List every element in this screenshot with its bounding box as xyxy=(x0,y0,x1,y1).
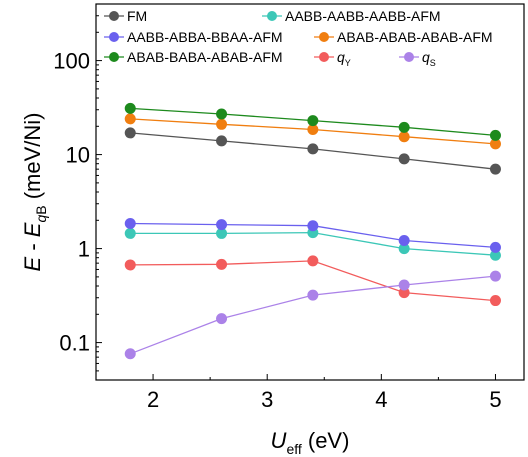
y-axis-title: E - EqB (meV/Ni) xyxy=(20,113,49,272)
data-point xyxy=(398,121,410,133)
data-point xyxy=(124,127,136,139)
series-6 xyxy=(124,270,501,360)
axes: 2 3 4 5 0.1 1 10 100 xyxy=(53,3,525,412)
data-point xyxy=(124,113,136,125)
legend-marker xyxy=(109,11,119,21)
data-point xyxy=(216,258,228,270)
legend-item-5: qY xyxy=(314,49,351,68)
series-2 xyxy=(124,217,501,253)
data-point xyxy=(307,143,319,155)
data-point xyxy=(307,289,319,301)
data-point xyxy=(124,348,136,360)
data-point xyxy=(489,129,501,141)
x-tick-label: 4 xyxy=(375,387,387,412)
data-point xyxy=(124,259,136,271)
data-point xyxy=(216,118,228,130)
legend-marker xyxy=(319,32,329,42)
data-point xyxy=(216,227,228,239)
data-point xyxy=(216,219,228,231)
data-point xyxy=(124,217,136,229)
legend-item-1: AABB-AABB-AABB-AFM xyxy=(262,8,441,24)
axis-titles: Ueff (eV) E - EqB (meV/Ni) xyxy=(20,113,349,457)
legend-item-6: qS xyxy=(399,49,436,68)
series-1 xyxy=(124,227,501,261)
legend-marker xyxy=(404,52,414,62)
data-point xyxy=(307,123,319,135)
legend-marker xyxy=(109,32,119,42)
data-point xyxy=(398,131,410,143)
data-point xyxy=(398,287,410,299)
data-point xyxy=(216,108,228,120)
data-point xyxy=(489,163,501,175)
series-0 xyxy=(124,127,501,175)
legend-label: FM xyxy=(127,8,147,24)
data-point xyxy=(398,279,410,291)
data-point xyxy=(398,243,410,255)
y-tick-label: 0.1 xyxy=(59,331,90,356)
data-point xyxy=(489,138,501,150)
legend-item-0: FM xyxy=(104,8,147,24)
y-tick-label: 1 xyxy=(78,237,90,262)
data-point xyxy=(489,249,501,261)
x-tick-label: 5 xyxy=(489,387,501,412)
legend-marker xyxy=(267,11,277,21)
data-point xyxy=(307,255,319,267)
series-5 xyxy=(124,255,501,307)
legend-item-3: ABAB-ABAB-ABAB-AFM xyxy=(314,29,493,45)
data-point xyxy=(124,102,136,114)
legend-label: qY xyxy=(337,49,351,68)
x-axis-title: Ueff (eV) xyxy=(271,428,350,457)
series-4 xyxy=(124,102,501,141)
y-tick-label: 10 xyxy=(66,143,90,168)
data-point xyxy=(124,227,136,239)
legend-item-2: AABB-ABBA-BBAA-AFM xyxy=(104,29,283,45)
legend-marker xyxy=(109,52,119,62)
data-point xyxy=(489,295,501,307)
x-tick-label: 2 xyxy=(147,387,159,412)
data-point xyxy=(398,234,410,246)
legend-label: AABB-ABBA-BBAA-AFM xyxy=(127,29,283,45)
data-point xyxy=(489,270,501,282)
data-point xyxy=(398,153,410,165)
data-point xyxy=(307,220,319,232)
legend-label: ABAB-BABA-ABAB-AFM xyxy=(127,49,283,65)
y-tick-label: 100 xyxy=(53,49,90,74)
series-line xyxy=(129,275,496,355)
plot-area xyxy=(124,102,501,360)
legend-item-4: ABAB-BABA-ABAB-AFM xyxy=(104,49,283,65)
data-point xyxy=(489,241,501,253)
data-point xyxy=(216,135,228,147)
x-tick-label: 3 xyxy=(261,387,273,412)
legend-label: AABB-AABB-AABB-AFM xyxy=(285,8,441,24)
data-point xyxy=(216,313,228,325)
data-point xyxy=(307,115,319,127)
legend-marker xyxy=(319,52,329,62)
legend-label: qS xyxy=(422,49,436,68)
legend-label: ABAB-ABAB-ABAB-AFM xyxy=(337,29,493,45)
series-3 xyxy=(124,113,501,150)
